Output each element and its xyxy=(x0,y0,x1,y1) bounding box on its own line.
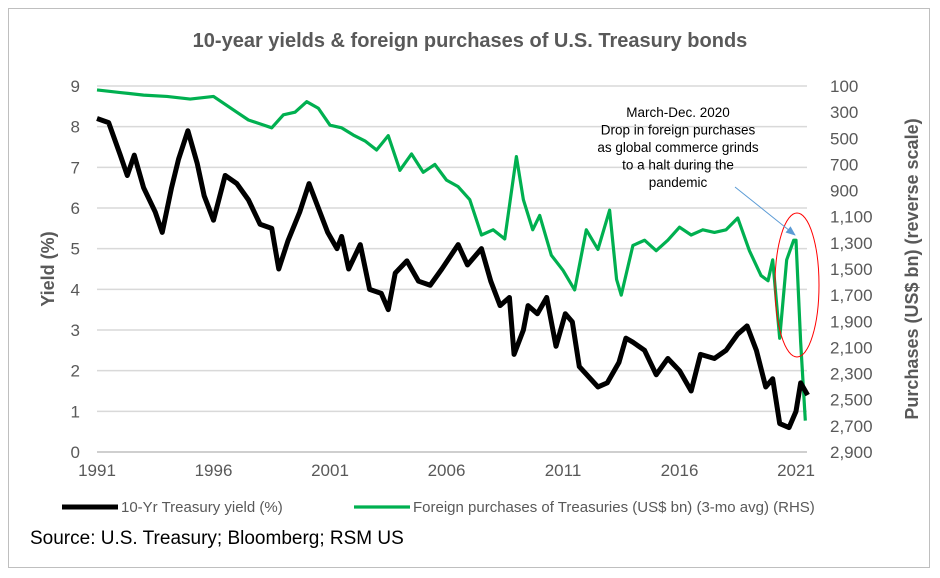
y2-tick-label: 500 xyxy=(830,129,858,148)
x-tick-label: 2021 xyxy=(777,461,815,480)
y2-tick-label: 1,900 xyxy=(830,312,873,331)
source-note: Source: U.S. Treasury; Bloomberg; RSM US xyxy=(30,528,404,549)
annotation-text: March-Dec. 2020 xyxy=(626,105,730,120)
y2-tick-label: 100 xyxy=(830,77,858,96)
y-tick-label: 6 xyxy=(71,199,80,218)
y2-tick-label: 2,300 xyxy=(830,365,873,384)
x-tick-label: 2001 xyxy=(311,461,349,480)
y2-tick-label: 2,100 xyxy=(830,338,873,357)
annotation-arrow xyxy=(734,186,796,236)
y-tick-label: 3 xyxy=(71,321,80,340)
x-tick-label: 2016 xyxy=(661,461,699,480)
legend-label-purchases: Foreign purchases of Treasuries (US$ bn)… xyxy=(413,499,815,516)
highlight-ellipse xyxy=(774,212,820,358)
y2-tick-label: 1,100 xyxy=(830,208,873,227)
y-tick-label: 7 xyxy=(71,158,80,177)
chart-frame xyxy=(8,8,930,568)
y2-tick-label: 2,500 xyxy=(830,391,873,410)
y-tick-label: 4 xyxy=(71,280,80,299)
y2-tick-label: 300 xyxy=(830,103,858,122)
y2-tick-label: 900 xyxy=(830,182,858,201)
y-tick-label: 5 xyxy=(71,240,80,259)
legend-label-yield: 10-Yr Treasury yield (%) xyxy=(121,499,283,516)
x-tick-label: 1996 xyxy=(195,461,233,480)
y-tick-label: 0 xyxy=(71,443,80,462)
y-tick-label: 9 xyxy=(71,77,80,96)
y2-tick-label: 700 xyxy=(830,155,858,174)
y2-axis-label: Purchases (US$ bn) (reverse scale) xyxy=(902,118,922,419)
y2-tick-label: 2,900 xyxy=(830,443,873,462)
y-axis-label: Yield (%) xyxy=(38,231,58,306)
chart-title: 10-year yields & foreign purchases of U.… xyxy=(192,30,748,52)
y2-tick-label: 1,300 xyxy=(830,234,873,253)
y2-tick-label: 2,700 xyxy=(830,417,873,436)
foreign-purchases-line xyxy=(96,88,807,421)
annotation-text: Drop in foreign purchases xyxy=(601,123,756,138)
yield-line xyxy=(96,116,810,431)
x-tick-label: 2011 xyxy=(545,461,582,480)
x-tick-label: 2006 xyxy=(428,461,466,480)
annotation-text: to a halt during the xyxy=(622,158,734,173)
annotation-text: as global commerce grinds xyxy=(597,140,759,155)
y-tick-label: 8 xyxy=(71,118,80,137)
y-tick-label: 1 xyxy=(71,402,80,421)
annotation-text: pandemic xyxy=(649,175,708,190)
y2-tick-label: 1,700 xyxy=(830,286,873,305)
y2-tick-label: 1,500 xyxy=(830,260,873,279)
y-tick-label: 2 xyxy=(71,362,80,381)
x-tick-label: 1991 xyxy=(78,461,116,480)
